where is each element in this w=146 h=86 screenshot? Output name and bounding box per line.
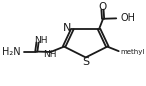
Text: H₂N: H₂N [2, 47, 21, 57]
Text: NH: NH [43, 50, 56, 59]
Text: S: S [82, 57, 89, 67]
Text: NH: NH [34, 36, 48, 45]
Text: O: O [98, 2, 107, 12]
Text: OH: OH [120, 13, 135, 23]
Text: methyl: methyl [120, 49, 144, 55]
Text: N: N [63, 23, 71, 33]
